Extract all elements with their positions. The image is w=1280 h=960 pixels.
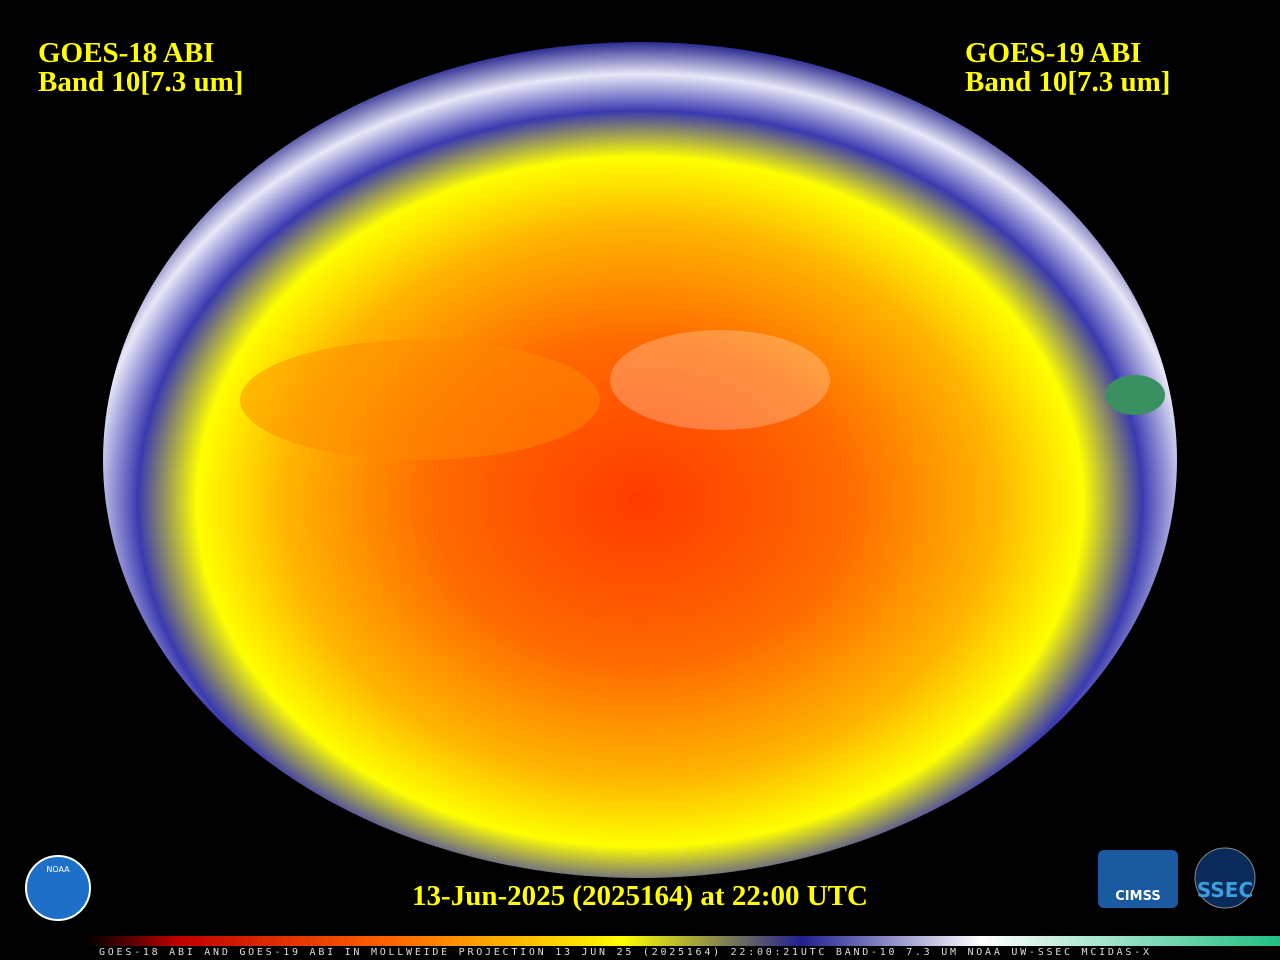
cimss-logo-text: CIMSS	[1115, 889, 1160, 904]
colorbar	[85, 936, 1280, 946]
cimss-logo	[1098, 850, 1178, 908]
noaa-logo	[25, 855, 91, 921]
left-band: Band 10[7.3 um]	[38, 66, 243, 98]
cloud-band	[1105, 375, 1165, 415]
cloud-band	[610, 330, 830, 430]
right-band: Band 10[7.3 um]	[965, 66, 1170, 98]
right-title: GOES-19 ABI	[965, 37, 1141, 69]
globe-image	[103, 42, 1177, 878]
left-title: GOES-18 ABI	[38, 37, 214, 69]
cloud-band	[240, 340, 600, 460]
ssec-logo-text: SSEC	[1197, 878, 1253, 902]
ssec-logo	[1194, 847, 1256, 909]
noaa-logo-text: NOAA	[46, 865, 70, 874]
timestamp: 13-Jun-2025 (2025164) at 22:00 UTC	[412, 880, 868, 912]
